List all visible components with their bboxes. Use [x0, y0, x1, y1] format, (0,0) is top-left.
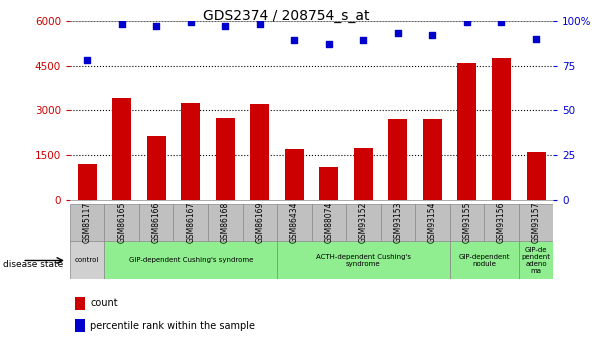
- Bar: [173, 204, 208, 241]
- Text: GSM93154: GSM93154: [428, 202, 437, 243]
- Bar: [277, 204, 311, 241]
- Bar: [78, 164, 97, 200]
- Point: [151, 23, 161, 29]
- Bar: [354, 148, 373, 200]
- Text: GSM86168: GSM86168: [221, 202, 230, 243]
- Text: control: control: [75, 257, 99, 264]
- Text: GIP-de
pendent
adeno
ma: GIP-de pendent adeno ma: [522, 247, 550, 274]
- Point: [255, 21, 264, 27]
- Text: GSM86166: GSM86166: [152, 202, 161, 243]
- Bar: [415, 204, 450, 241]
- Text: GSM86165: GSM86165: [117, 202, 126, 243]
- Bar: [381, 204, 415, 241]
- Bar: [181, 103, 200, 200]
- Bar: [277, 241, 450, 279]
- Bar: [208, 204, 243, 241]
- Point: [427, 32, 437, 38]
- Bar: [105, 204, 139, 241]
- Text: GSM93155: GSM93155: [463, 202, 471, 243]
- Point: [221, 23, 230, 29]
- Bar: [346, 204, 381, 241]
- Point: [359, 38, 368, 43]
- Bar: [70, 204, 105, 241]
- Bar: [450, 204, 484, 241]
- Bar: [105, 241, 277, 279]
- Bar: [457, 62, 477, 200]
- Bar: [139, 204, 173, 241]
- Text: GSM93157: GSM93157: [531, 202, 541, 243]
- Bar: [527, 152, 545, 200]
- Text: ACTH-dependent Cushing's
syndrome: ACTH-dependent Cushing's syndrome: [316, 254, 411, 267]
- Bar: [519, 204, 553, 241]
- Bar: [450, 241, 519, 279]
- Point: [289, 38, 299, 43]
- Bar: [319, 167, 339, 200]
- Point: [531, 36, 541, 41]
- Point: [393, 30, 402, 36]
- Text: GSM86434: GSM86434: [290, 202, 299, 243]
- Text: percentile rank within the sample: percentile rank within the sample: [90, 321, 255, 331]
- Text: GSM86169: GSM86169: [255, 202, 264, 243]
- Text: GSM93153: GSM93153: [393, 202, 402, 243]
- Bar: [311, 204, 346, 241]
- Bar: [243, 204, 277, 241]
- Point: [497, 20, 506, 25]
- Bar: [216, 118, 235, 200]
- Point: [462, 20, 472, 25]
- Text: GIP-dependent
nodule: GIP-dependent nodule: [458, 254, 510, 267]
- Point: [324, 41, 334, 47]
- Text: disease state: disease state: [3, 260, 63, 269]
- Text: GSM93152: GSM93152: [359, 202, 368, 243]
- Text: GSM88074: GSM88074: [324, 202, 333, 243]
- Bar: [147, 136, 166, 200]
- Point: [186, 20, 196, 25]
- Bar: [250, 105, 269, 200]
- Bar: [492, 58, 511, 200]
- Bar: [519, 241, 553, 279]
- Point: [82, 57, 92, 63]
- Bar: [285, 149, 304, 200]
- Bar: [484, 204, 519, 241]
- Point: [117, 21, 126, 27]
- Bar: [75, 319, 85, 332]
- Text: GDS2374 / 208754_s_at: GDS2374 / 208754_s_at: [202, 9, 369, 23]
- Text: GSM85117: GSM85117: [83, 202, 92, 243]
- Bar: [75, 297, 85, 310]
- Bar: [112, 98, 131, 200]
- Bar: [423, 119, 442, 200]
- Text: GSM86167: GSM86167: [186, 202, 195, 243]
- Text: count: count: [90, 298, 118, 308]
- Text: GIP-dependent Cushing's syndrome: GIP-dependent Cushing's syndrome: [128, 257, 253, 264]
- Bar: [389, 119, 407, 200]
- Text: GSM93156: GSM93156: [497, 202, 506, 243]
- Bar: [70, 241, 105, 279]
